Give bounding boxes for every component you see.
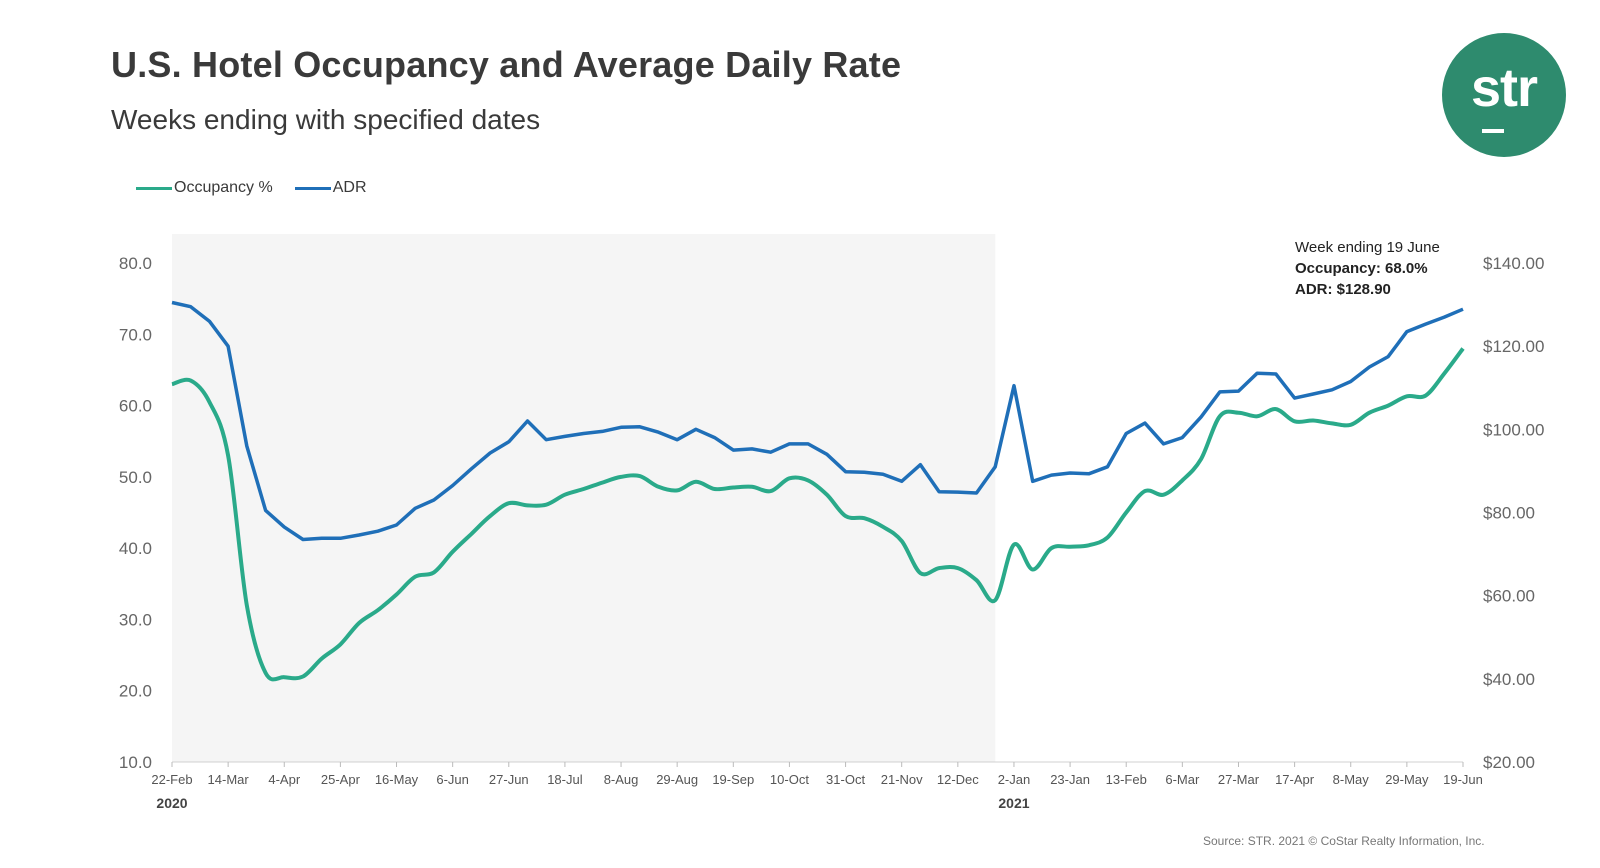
annotation-occupancy: Occupancy: 68.0% — [1295, 260, 1428, 277]
legend-label-adr: ADR — [332, 179, 367, 196]
shaded-2020-region — [172, 234, 996, 762]
x-tick-label: 10-Oct — [770, 772, 809, 787]
x-tick-label: 8-Aug — [604, 772, 639, 787]
legend-item-occupancy: Occupancy % — [136, 179, 273, 197]
x-tick-label: 22-Feb — [151, 772, 192, 787]
year-label: 2020 — [156, 795, 187, 811]
year-label: 2021 — [998, 795, 1029, 811]
str-logo-text: str — [1470, 58, 1538, 118]
y-right-tick-label: $40.00 — [1483, 670, 1535, 689]
y-right-tick-label: $60.00 — [1483, 587, 1535, 606]
series-line-adr — [171, 300, 1464, 542]
y-right-tick-label: $140.00 — [1483, 254, 1544, 273]
x-tick-label: 8-May — [1333, 772, 1370, 787]
x-tick-label: 2-Jan — [998, 772, 1031, 787]
y-left-tick-label: 40.0 — [119, 539, 152, 558]
y-left-tick-label: 50.0 — [119, 468, 152, 487]
x-tick-label: 6-Jun — [436, 772, 469, 787]
legend-swatch-occupancy — [136, 186, 172, 190]
x-tick-label: 18-Jul — [547, 772, 583, 787]
source-note: Source: STR. 2021 © CoStar Realty Inform… — [1203, 834, 1485, 848]
y-right-tick-label: $120.00 — [1483, 337, 1544, 356]
latest-week-annotation: Week ending 19 June Occupancy: 68.0% ADR… — [1295, 237, 1440, 300]
y-right-tick-label: $80.00 — [1483, 504, 1535, 523]
series-line-occupancy — [171, 347, 1465, 682]
x-tick-label: 16-May — [375, 772, 419, 787]
x-tick-label: 14-Mar — [208, 772, 250, 787]
y-left-tick-label: 10.0 — [119, 753, 152, 772]
x-tick-label: 12-Dec — [937, 772, 979, 787]
x-tick-label: 13-Feb — [1106, 772, 1147, 787]
annotation-week: Week ending 19 June — [1295, 239, 1440, 256]
x-tick-label: 27-Mar — [1218, 772, 1260, 787]
x-tick-label: 4-Apr — [268, 772, 300, 787]
x-tick-label: 19-Sep — [712, 772, 754, 787]
x-tick-label: 31-Oct — [826, 772, 865, 787]
legend-swatch-adr — [294, 186, 331, 190]
x-tick-label: 27-Jun — [489, 772, 529, 787]
annotation-adr: ADR: $128.90 — [1295, 281, 1391, 298]
str-logo-underline — [1482, 129, 1504, 133]
y-right-tick-label: $20.00 — [1483, 753, 1535, 772]
y-left-tick-label: 70.0 — [119, 325, 152, 344]
y-left-tick-label: 80.0 — [119, 254, 152, 273]
x-tick-label: 25-Apr — [321, 772, 361, 787]
x-tick-label: 29-May — [1385, 772, 1429, 787]
legend-label-occupancy: Occupancy % — [174, 179, 273, 196]
x-tick-label: 19-Jun — [1443, 772, 1483, 787]
chart-legend: Occupancy % ADR — [136, 179, 389, 197]
str-logo: str — [1442, 33, 1566, 157]
chart-subtitle: Weeks ending with specified dates — [111, 104, 541, 135]
legend-item-adr: ADR — [294, 179, 367, 197]
y-right-tick-label: $100.00 — [1483, 420, 1544, 439]
y-left-tick-label: 20.0 — [119, 682, 152, 701]
chart-title: U.S. Hotel Occupancy and Average Daily R… — [111, 44, 902, 85]
x-tick-label: 17-Apr — [1275, 772, 1315, 787]
x-tick-label: 21-Nov — [881, 772, 923, 787]
y-left-tick-label: 60.0 — [119, 397, 152, 416]
x-tick-label: 6-Mar — [1165, 772, 1200, 787]
y-left-tick-label: 30.0 — [119, 610, 152, 629]
x-tick-label: 29-Aug — [656, 772, 698, 787]
x-tick-label: 23-Jan — [1050, 772, 1090, 787]
